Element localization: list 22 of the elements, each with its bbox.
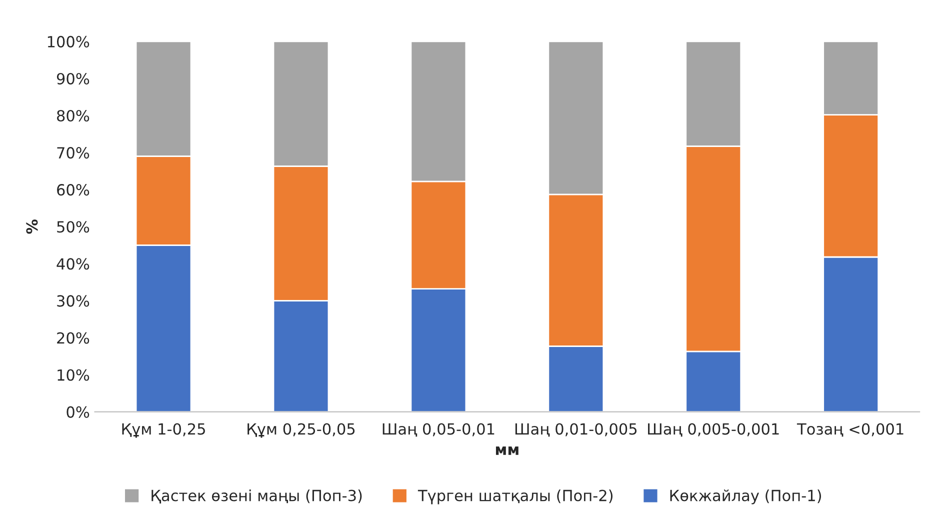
legend-label: Түрген шатқалы (Поп-2) bbox=[418, 489, 612, 504]
y-tick-label: 30% bbox=[57, 295, 90, 307]
y-tick-label: 70% bbox=[57, 147, 90, 159]
y-tick-label: 50% bbox=[57, 221, 90, 233]
x-tick-label: Шаң 0,005-0,001 bbox=[648, 423, 779, 437]
y-tick-label: 60% bbox=[57, 184, 90, 196]
y-tick-label: 80% bbox=[57, 110, 90, 122]
x-tick-label: Құм 0,25-0,05 bbox=[248, 423, 355, 438]
x-tick-label: Тозаң <0,001 bbox=[796, 423, 904, 437]
x-tick-label: Құм 1-0,25 bbox=[122, 423, 205, 438]
y-tick-label: 100% bbox=[48, 36, 90, 48]
x-tick-label: Шаң 0,01-0,005 bbox=[515, 423, 637, 437]
y-tick-label: 0% bbox=[66, 406, 90, 418]
y-axis-title: % bbox=[26, 219, 38, 234]
y-tick-label: 10% bbox=[58, 369, 90, 381]
x-axis-title: мм bbox=[496, 446, 518, 455]
y-tick-label: 90% bbox=[56, 72, 90, 84]
legend-label: Қастек өзені маңы (Поп-3) bbox=[152, 489, 362, 504]
y-tick-label: 20% bbox=[57, 332, 90, 344]
legend-label: Көкжайлау (Поп-1) bbox=[670, 489, 821, 504]
x-tick-label: Шаң 0,05-0,01 bbox=[382, 423, 494, 437]
y-tick-label: 40% bbox=[56, 258, 90, 270]
